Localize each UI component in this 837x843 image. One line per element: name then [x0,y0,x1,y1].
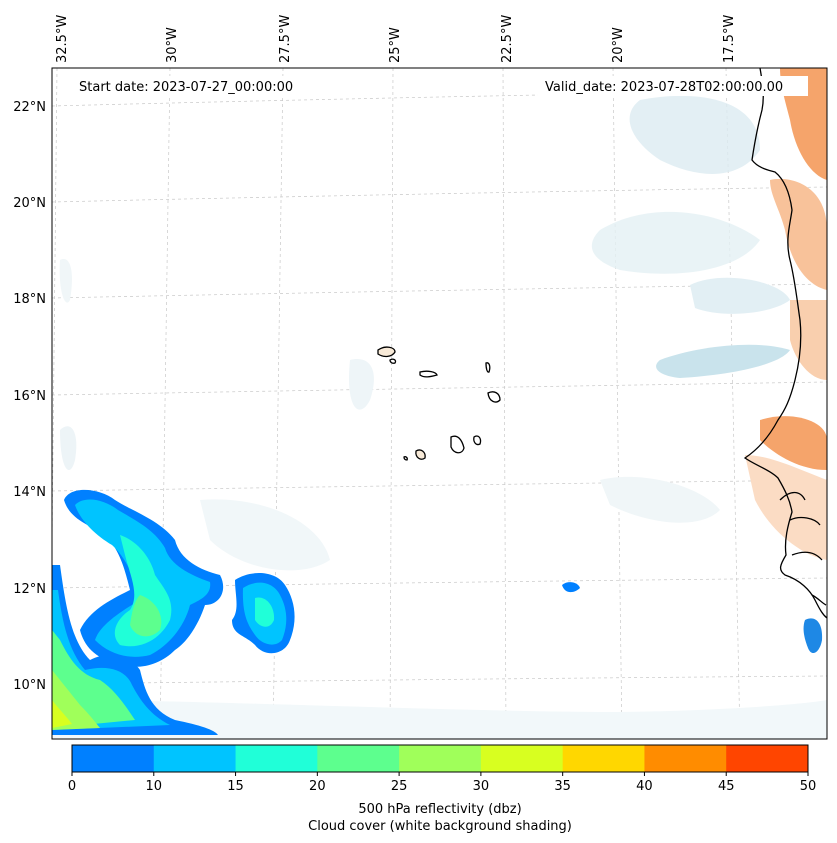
colorbar-tick-label: 15 [227,779,244,794]
lat-tick-label: 22°N [13,100,46,115]
colorbar-swatch [235,745,318,772]
map-frame [51,67,828,740]
colorbar: 0 10 15 20 25 30 35 40 45 50 [68,744,817,794]
lat-tick-labels: 22°N 20°N 18°N 16°N 14°N 12°N 10°N [13,100,46,693]
lat-tick-label: 18°N [13,292,46,307]
colorbar-frame [71,744,809,773]
coastline [743,68,827,619]
islands [377,346,501,461]
lat-tick-label: 10°N [13,678,46,693]
colorbar-swatch [480,745,564,772]
colorbar-swatch [153,745,237,772]
colorbar-swatch [726,745,809,772]
cloud-cover-shading [52,95,827,739]
colorbar-tick-label: 0 [68,779,76,794]
colorbar-tick-label: 35 [554,779,571,794]
lon-tick-label: 32.5°W [55,15,70,63]
colorbar-tick-label: 20 [309,779,326,794]
colorbar-tick-label: 45 [718,779,735,794]
valid-date-label: Valid_date: 2023-07-28T02:00:00.00 [545,80,783,95]
colorbar-label-line2: Cloud cover (white background shading) [308,819,572,834]
valid-label-box [538,76,808,96]
lon-tick-label: 22.5°W [500,15,515,63]
lon-tick-labels: 32.5°W 30°W 27.5°W 25°W 22.5°W 20°W 17.5… [55,15,737,63]
colorbar-swatch [644,745,727,772]
lon-tick-label: 27.5°W [278,15,293,63]
lat-tick-label: 12°N [13,582,46,597]
start-label-box [70,76,314,96]
lon-tick-label: 17.5°W [722,15,737,63]
colorbar-swatch [72,745,155,772]
colorbar-tick-label: 10 [146,779,163,794]
lon-tick-label: 20°W [611,27,626,63]
colorbar-label-line1: 500 hPa reflectivity (dbz) [358,802,521,817]
colorbar-tick-label: 50 [800,779,817,794]
start-date-label: Start date: 2023-07-27_00:00:00 [79,80,293,95]
lat-tick-label: 14°N [13,485,46,500]
colorbar-swatch [399,745,482,772]
reflectivity-contours [52,489,823,735]
colorbar-swatch [317,745,400,772]
colorbar-tick-label: 25 [391,779,408,794]
lon-tick-label: 30°W [165,27,180,63]
lon-tick-label: 25°W [388,27,403,63]
lat-tick-label: 16°N [13,389,46,404]
colorbar-swatch [562,745,645,772]
colorbar-tick-label: 40 [636,779,653,794]
colorbar-tick-label: 30 [473,779,490,794]
lat-tick-label: 20°N [13,196,46,211]
